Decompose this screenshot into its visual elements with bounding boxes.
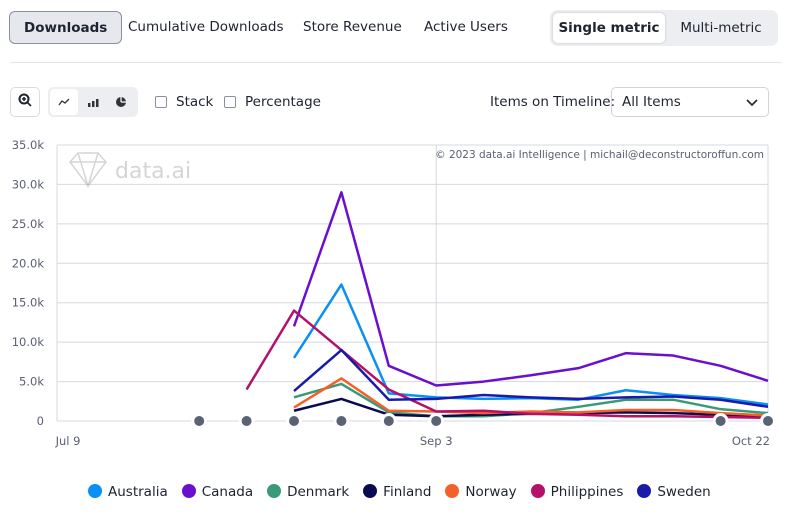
- stack-checkbox[interactable]: [155, 96, 167, 108]
- tab-cumulative-downloads[interactable]: Cumulative Downloads: [128, 19, 284, 35]
- items-on-timeline-label: Items on Timeline:: [490, 94, 616, 110]
- stack-label: Stack: [176, 94, 214, 110]
- watermark-text: data.ai: [115, 159, 191, 184]
- y-tick-label: 15.0k: [12, 296, 45, 310]
- series-line-philippines[interactable]: [245, 309, 769, 420]
- y-tick-label: 20.0k: [12, 256, 45, 270]
- line-chart-button[interactable]: [50, 89, 78, 115]
- legend-item-sweden[interactable]: Sweden: [637, 484, 711, 500]
- event-marker-dot: [715, 416, 726, 426]
- single-metric-button[interactable]: Single metric: [553, 13, 665, 43]
- percentage-checkbox[interactable]: [224, 96, 236, 108]
- x-tick-label: Sep 3: [420, 434, 453, 448]
- legend-item-denmark[interactable]: Denmark: [267, 484, 349, 500]
- chart-type-group: [48, 87, 138, 117]
- y-tick-label: 35.0k: [12, 138, 45, 152]
- multi-metric-button[interactable]: Multi-metric: [680, 20, 762, 36]
- y-tick-label: 10.0k: [12, 335, 45, 349]
- legend-item-canada[interactable]: Canada: [181, 484, 254, 500]
- zoom-in-icon: [18, 93, 32, 107]
- legend-dot-icon: [530, 484, 545, 498]
- pie-chart-button[interactable]: [108, 89, 134, 115]
- bar-chart-button[interactable]: [80, 89, 106, 115]
- legend-item-norway[interactable]: Norway: [445, 484, 517, 500]
- y-tick-label: 5.0k: [19, 375, 44, 389]
- event-marker-dot: [194, 416, 205, 426]
- legend-label: Norway: [465, 484, 517, 500]
- legend-label: Philippines: [550, 484, 624, 500]
- legend-label: Denmark: [287, 484, 350, 500]
- chart-legend: Australia Canada Denmark Finland Norway Phili…: [88, 484, 711, 500]
- copyright-text: © 2023 data.ai Intelligence | michail@de…: [435, 149, 764, 161]
- legend-dot-icon: [267, 484, 282, 498]
- items-select-value: All Items: [622, 94, 681, 110]
- legend-dot-icon: [363, 484, 378, 498]
- event-marker-dot: [431, 416, 442, 426]
- legend-label: Finland: [383, 484, 432, 500]
- legend-label: Australia: [108, 484, 168, 500]
- y-tick-label: 0: [37, 414, 44, 428]
- y-tick-label: 30.0k: [12, 177, 45, 191]
- tab-store-revenue[interactable]: Store Revenue: [303, 19, 402, 35]
- legend-label: Sweden: [657, 484, 711, 500]
- event-marker-dot: [289, 416, 299, 426]
- legend-dot-icon: [445, 484, 460, 498]
- event-marker-dot: [241, 416, 252, 426]
- metric-toggle: Single metric Multi-metric: [550, 10, 778, 46]
- chevron-down-icon: [746, 99, 758, 107]
- zoom-button[interactable]: [10, 87, 40, 117]
- series-line-sweden[interactable]: [293, 348, 769, 409]
- event-marker-dot: [383, 416, 394, 426]
- divider: [10, 62, 782, 63]
- series-line-canada[interactable]: [292, 191, 769, 387]
- bar-chart-icon: [88, 99, 99, 107]
- legend-item-australia[interactable]: Australia: [88, 484, 168, 500]
- items-on-timeline-select[interactable]: All Items: [611, 87, 769, 117]
- x-tick-label: Jul 9: [55, 434, 81, 448]
- event-marker-dot: [336, 416, 347, 426]
- x-tick-label: Oct 22: [732, 434, 770, 448]
- legend-item-philippines[interactable]: Philippines: [530, 484, 624, 500]
- y-tick-label: 25.0k: [12, 217, 45, 231]
- pie-chart-icon: [116, 97, 126, 107]
- series-line-norway[interactable]: [293, 377, 769, 417]
- line-chart-icon: [58, 98, 70, 106]
- tab-downloads[interactable]: Downloads: [9, 11, 123, 44]
- downloads-chart: 0 5.0k 10.0k 15.0k 20.0k 25.0k 30.0k 35.0k data.…: [11, 138, 773, 448]
- event-marker-dot: [763, 416, 773, 426]
- tab-active-users[interactable]: Active Users: [424, 19, 508, 35]
- legend-label: Canada: [201, 484, 254, 500]
- legend-dot-icon: [181, 484, 196, 498]
- legend-item-finland[interactable]: Finland: [363, 484, 431, 500]
- legend-dot-icon: [88, 484, 102, 498]
- legend-dot-icon: [637, 484, 652, 498]
- percentage-label: Percentage: [245, 94, 321, 110]
- data-ai-watermark: data.ai: [69, 152, 191, 189]
